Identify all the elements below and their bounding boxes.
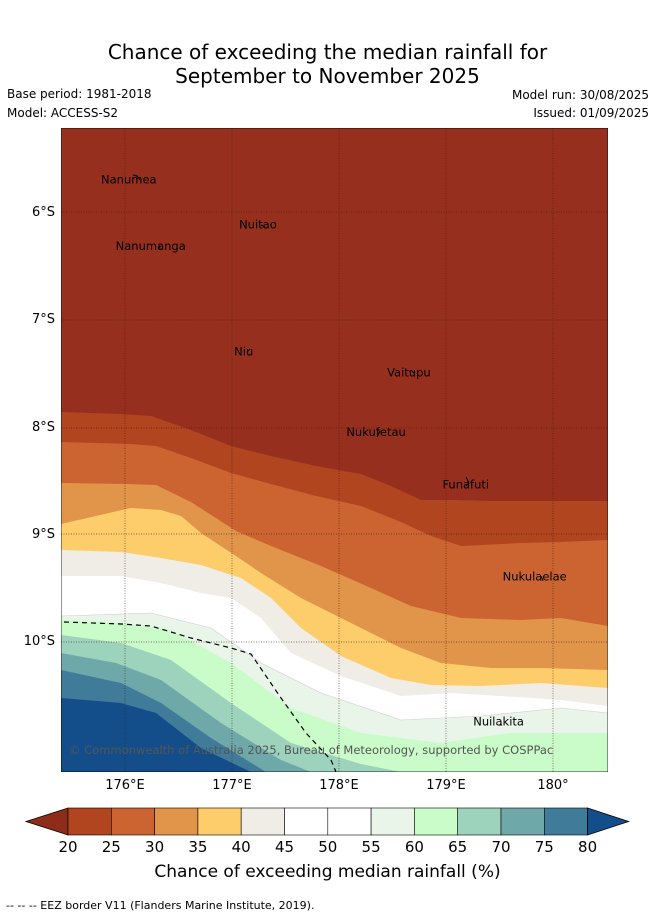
eez-legend-note: -- -- -- EEZ border V11 (Flanders Marine… [6,899,315,912]
colorbar-tick-20: 20 [58,838,78,856]
island-shapes [132,174,544,726]
colorbar-tick-40: 40 [231,838,251,856]
island-label-nanumanga: Nanumanga [116,239,186,253]
colorbar-tick-80: 80 [578,838,598,856]
colorbar-segment-55-60 [370,807,415,836]
copyright-notice: © Commonwealth of Australia 2025, Bureau… [69,743,553,757]
issued-date: Issued: 01/09/2025 [533,106,649,120]
lon-label-180: 180° [537,778,569,793]
island-labels: Nanumea Nuitao Nanumanga Niu Vaitupu Nukufeta… [101,173,567,729]
island-label-nanumea: Nanumea [101,173,157,187]
colorbar-arrow-low [24,807,69,836]
island-label-niu: Niu [234,344,253,358]
lon-label-177e: 177°E [212,778,252,793]
island-label-vaitupu: Vaitupu [387,366,431,380]
colorbar-tick-75: 75 [534,838,554,856]
lon-label-176e: 176°E [105,778,145,793]
island-label-funafuti: Funafuti [442,477,489,491]
colorbar-segment-45-50 [284,807,329,836]
colorbar-segment-40-45 [240,807,285,836]
colorbar-tick-30: 30 [145,838,165,856]
colorbar [24,807,630,836]
map-title: Chance of exceeding the median rainfall … [0,40,655,88]
colorbar-tick-50: 50 [318,838,338,856]
title-line-2: September to November 2025 [175,64,480,88]
colorbar-tick-55: 55 [361,838,381,856]
band-lt20 [61,128,608,501]
lat-label-8s: 8°S [31,420,55,435]
colorbar-segment-25-30 [111,807,155,836]
lat-label-6s: 6°S [31,205,55,220]
colorbar-tick-60: 60 [404,838,424,856]
lon-label-178e: 178°E [319,778,359,793]
colorbar-segment-30-35 [154,807,199,836]
colorbar-arrow-high [587,807,630,836]
colorbar-title: Chance of exceeding median rainfall (%) [154,862,501,882]
colorbar-segment-50-55 [327,807,372,836]
colorbar-tick-25: 25 [101,838,121,856]
colorbar-tick-45: 45 [274,838,295,856]
island-label-nuilakita: Nuilakita [473,715,524,729]
title-line-1: Chance of exceeding the median rainfall … [107,40,548,64]
lat-label-9s: 9°S [31,527,55,542]
colorbar-segment-70-75 [500,807,545,836]
colorbar-tick-35: 35 [188,838,208,856]
model-name: Model: ACCESS-S2 [7,106,119,120]
island-label-nukulaelae: Nukulaelae [503,570,567,584]
gridlines [61,128,608,772]
lon-label-179e: 179°E [426,778,466,793]
island-label-nukufetau: Nukufetau [346,425,405,439]
colorbar-segment-60-65 [414,807,458,836]
colorbar-segment-65-70 [457,807,502,836]
colorbar-tick-65: 65 [448,838,468,856]
lat-label-7s: 7°S [31,312,55,327]
base-period: Base period: 1981-2018 [7,87,152,101]
colorbar-segment-75-80 [543,807,588,836]
model-run: Model run: 30/08/2025 [511,88,649,102]
colorbar-tick-70: 70 [491,838,511,856]
eez-border [63,621,337,772]
colorbar-segment-20-25 [67,807,112,836]
colorbar-segment-35-40 [197,807,242,836]
island-label-nuitao: Nuitao [239,218,277,232]
lat-label-10s: 10°S [23,634,55,649]
rainfall-map: Nanumea Nuitao Nanumanga Niu Vaitupu Nukufeta… [61,128,608,772]
